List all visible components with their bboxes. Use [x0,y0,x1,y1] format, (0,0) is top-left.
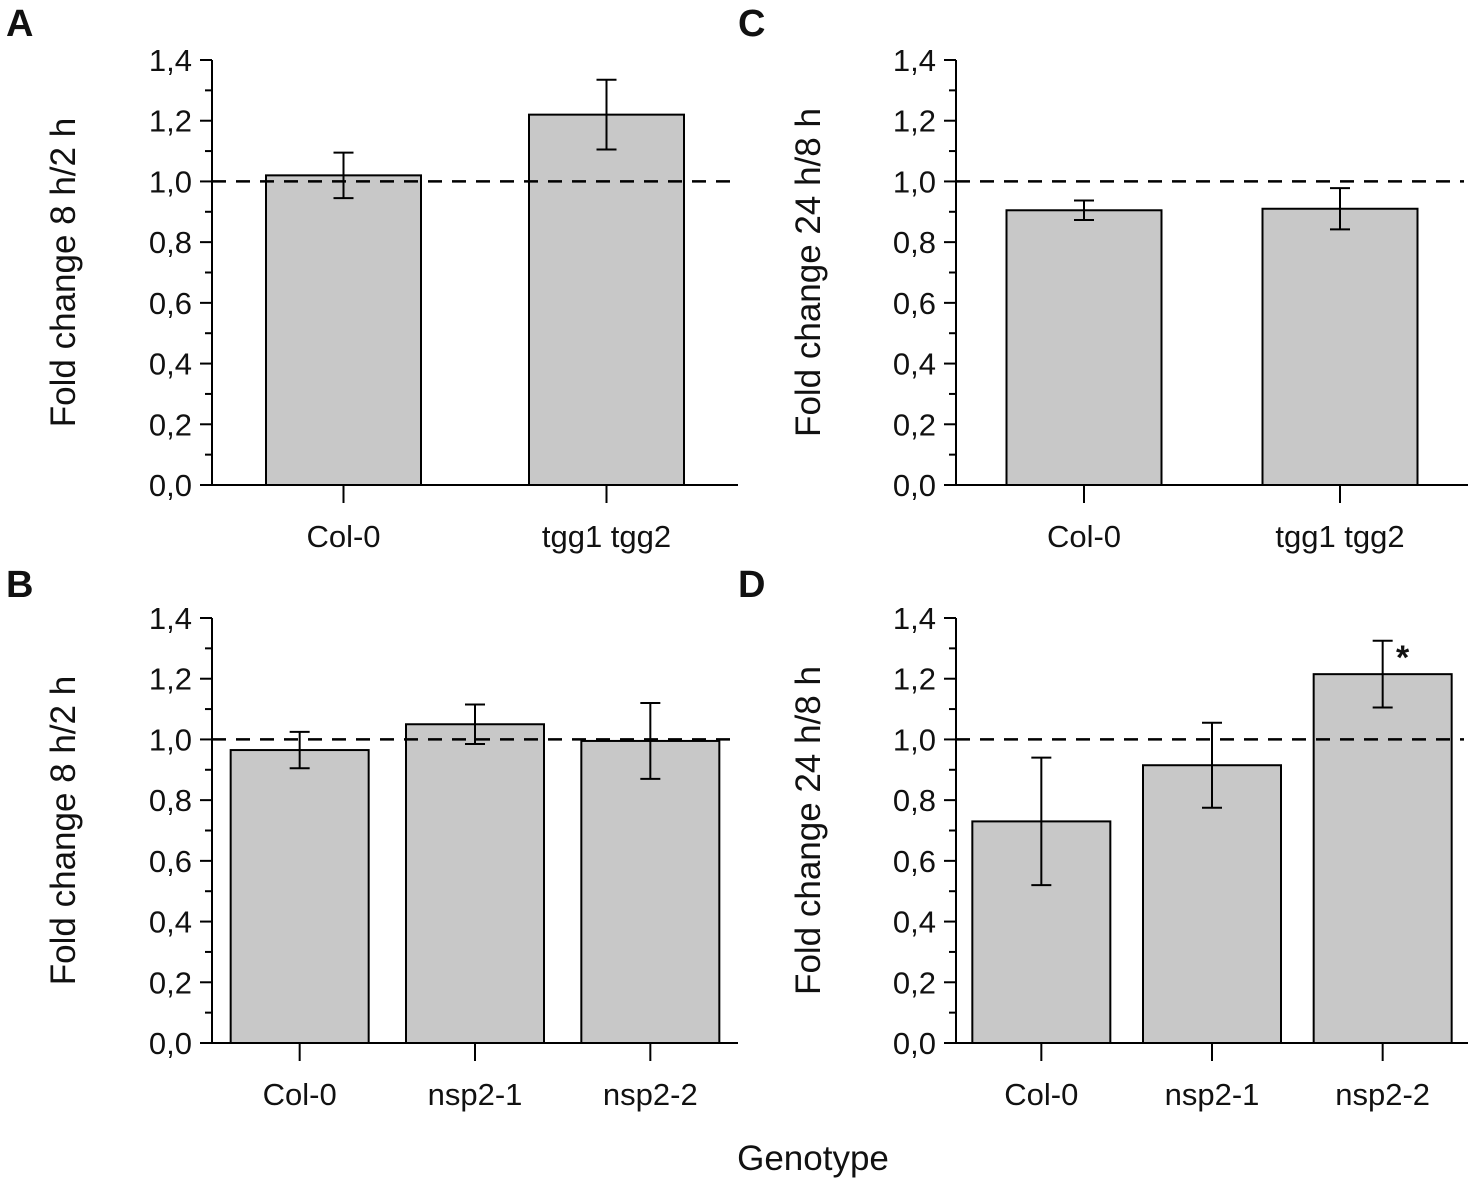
y-tick-label: 1,0 [149,164,192,199]
x-tick-label: tgg1 tgg2 [542,519,671,554]
y-tick-label: 0,2 [893,965,936,1000]
y-tick-label: 0,0 [893,1026,936,1061]
y-tick-label: 1,2 [893,662,936,697]
y-tick-label: 1,2 [893,104,936,139]
x-tick-label: nsp2-1 [1165,1077,1260,1112]
y-tick-label: 1,4 [893,601,936,636]
y-tick-label: 0,6 [149,286,192,321]
x-tick-label: nsp2-2 [603,1077,698,1112]
chart-panel-b: B Fold change 8 h/2 h 0,0 0,2 0,4 0,6 0,8 1,0 1,… [6,564,738,1112]
bar-nsp2-2 [1312,673,1453,1044]
y-axis-label: Fold change 8 h/2 h [44,118,83,427]
y-tick-label: 0,6 [893,844,936,879]
x-tick-label: Col-0 [263,1077,337,1112]
y-tick-label: 0,6 [893,286,936,321]
y-tick-label: 1,4 [893,43,936,78]
y-tick-label: 0,2 [149,965,192,1000]
x-tick-label: Col-0 [306,519,380,554]
chart-panel-c: C Fold change 24 h/8 h 0,0 0,2 0,4 0,6 0,8 1,0 1… [738,3,1468,554]
y-tick-label: 1,0 [893,722,936,757]
y-tick-label: 0,0 [893,468,936,503]
y-tick-label: 0,6 [149,844,192,879]
y-tick-label: 0,8 [893,225,936,260]
y-tick-label: 1,2 [149,662,192,697]
y-tick-label: 0,8 [149,783,192,818]
y-axis-label: Fold change 24 h/8 h [789,108,828,437]
y-tick-label: 0,0 [149,1026,192,1061]
chart-panel-d: D Fold change 24 h/8 h * 0,0 0,2 0,4 0,6 0,8 1,0… [738,564,1468,1112]
panel-letter: A [6,3,33,45]
y-tick-label: 0,4 [893,905,936,940]
y-tick-label: 1,4 [149,43,192,78]
chart-panels: A Fold change 8 h/2 h 0,0 0,2 0,4 0,6 0,8 1,0 1,… [6,3,1468,1112]
y-tick-label: 0,2 [149,407,192,442]
y-tick-label: 1,0 [893,164,936,199]
bar-col-0 [1005,209,1163,486]
bar-nsp2-1 [405,723,545,1044]
y-tick-label: 0,2 [893,407,936,442]
y-tick-label: 0,4 [149,905,192,940]
chart-panel-a: A Fold change 8 h/2 h 0,0 0,2 0,4 0,6 0,8 1,0 1,… [6,3,738,554]
x-tick-label: nsp2-1 [428,1077,523,1112]
y-axis-label: Fold change 24 h/8 h [789,666,828,995]
bar-nsp2-1 [1142,764,1282,1044]
y-tick-label: 0,4 [149,347,192,382]
x-tick-label: Col-0 [1004,1077,1078,1112]
x-tick-label: tgg1 tgg2 [1275,519,1404,554]
bar-col-0 [265,174,422,486]
y-tick-label: 1,2 [149,104,192,139]
y-tick-label: 0,4 [893,347,936,382]
y-tick-label: 0,8 [893,783,936,818]
y-tick-label: 0,0 [149,468,192,503]
panel-letter: D [738,564,765,606]
y-tick-label: 1,0 [149,722,192,757]
significance-mark: * [1396,639,1410,677]
bar-nsp2-2 [580,739,721,1044]
bar-tgg1-tgg2 [528,113,685,487]
y-tick-label: 1,4 [149,601,192,636]
shared-x-axis-label: Genotype [737,1139,889,1178]
panel-letter: C [738,3,765,45]
panel-letter: B [6,564,33,606]
y-tick-label: 0,8 [149,225,192,260]
x-tick-label: Col-0 [1047,519,1121,554]
bar-col-0 [229,749,370,1045]
y-axis-label: Fold change 8 h/2 h [44,676,83,985]
x-tick-label: nsp2-2 [1335,1077,1430,1112]
bar-tgg1-tgg2 [1261,207,1419,486]
